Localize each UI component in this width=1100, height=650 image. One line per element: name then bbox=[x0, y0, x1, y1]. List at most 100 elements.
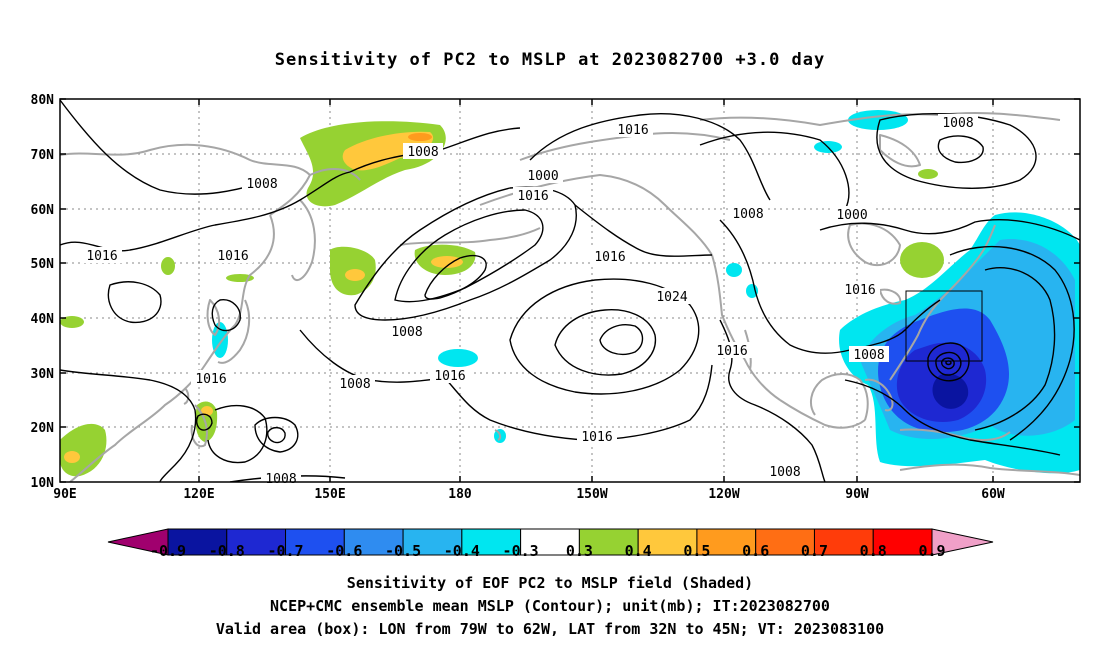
lat-tick-label: 30N bbox=[31, 367, 55, 382]
isobar-arctic-1008 bbox=[699, 131, 850, 211]
contour-label-bg bbox=[213, 247, 253, 263]
colorbar-swatch bbox=[343, 528, 404, 556]
caption-valid-area: Valid area (box): LON from 79W to 62W, L… bbox=[215, 620, 885, 638]
contour-label: 1008 bbox=[769, 465, 800, 480]
colorbar-label: 0.3 bbox=[566, 542, 593, 560]
contour-label-bg bbox=[590, 248, 630, 264]
contour-label: 1016 bbox=[517, 189, 548, 204]
lat-tick-label: 10N bbox=[31, 476, 55, 491]
contour-label: 1016 bbox=[844, 283, 875, 298]
coast-okhotsk bbox=[309, 168, 361, 181]
coast-asia-north bbox=[60, 143, 311, 216]
colorbar-swatch bbox=[226, 528, 287, 556]
negative-sensitivity-shading bbox=[212, 110, 1080, 474]
lon-tick-label: 180 bbox=[448, 487, 472, 502]
positive-patch-china-2 bbox=[60, 316, 84, 328]
colorbar-label: 0.5 bbox=[683, 542, 710, 560]
contour-label-bg bbox=[613, 121, 653, 137]
lat-tick-label: 80N bbox=[31, 93, 55, 108]
caption-shading: Sensitivity of EOF PC2 to MSLP field (Sh… bbox=[346, 574, 754, 592]
lat-tick-label: 50N bbox=[31, 257, 55, 272]
contour-label-bg bbox=[652, 288, 692, 304]
caption-contour: NCEP+CMC ensemble mean MSLP (Contour); u… bbox=[270, 597, 830, 615]
contour-label-bg bbox=[728, 205, 768, 221]
lat-tick-label: 40N bbox=[31, 312, 55, 327]
lat-tick-label: 20N bbox=[31, 421, 55, 436]
contour-label-bg bbox=[82, 247, 122, 263]
lon-tick-label: 150W bbox=[576, 487, 607, 502]
isobar-arctic-1000 bbox=[937, 135, 984, 164]
map-title: Sensitivity of PC2 to MSLP at 2023082700… bbox=[274, 50, 826, 70]
coast-hudson-bay bbox=[847, 222, 901, 267]
contour-label-bg bbox=[523, 167, 563, 183]
lon-tick-label: 120W bbox=[708, 487, 739, 502]
contour-label-bg bbox=[403, 143, 443, 159]
contour-label-bg bbox=[513, 187, 553, 203]
coast-arctic-canada bbox=[699, 111, 1061, 126]
colorbar-arrow-right bbox=[931, 528, 994, 556]
isobar-asia-blob bbox=[107, 281, 162, 324]
colorbar-label: -0.8 bbox=[209, 542, 245, 560]
colorbar-label: 0.9 bbox=[918, 542, 945, 560]
contour-label-bg bbox=[938, 114, 978, 130]
contour-label-bg bbox=[849, 346, 889, 362]
isobar-na-1016 bbox=[719, 219, 851, 354]
isobar-hurricane-mid bbox=[935, 351, 962, 376]
negative-region-dark-blue bbox=[932, 373, 969, 409]
positive-patch-labrador bbox=[900, 242, 944, 278]
coast-us-east bbox=[889, 224, 996, 381]
contour-label: 1016 bbox=[594, 250, 625, 265]
coast-greenland bbox=[879, 134, 921, 168]
positive-patch-north-atlantic bbox=[918, 169, 938, 179]
contour-label: 1016 bbox=[217, 249, 248, 264]
contour-label-bg bbox=[387, 323, 427, 339]
isobar-hurricane-inner bbox=[940, 357, 955, 370]
contour-label: 1008 bbox=[732, 207, 763, 222]
positive-region-bering-yellow bbox=[431, 256, 463, 268]
isobar-pacific-high-1024-outer bbox=[509, 278, 700, 395]
isobar-pacific-high-1016 bbox=[574, 204, 713, 257]
colorbar-label: -0.3 bbox=[503, 542, 539, 560]
lon-tick-labels: 90E 120E 150E 180 150W 120W 90W 60W bbox=[53, 487, 1005, 502]
positive-sensitivity-shading bbox=[60, 121, 944, 477]
contour-label: 1000 bbox=[836, 208, 867, 223]
lat-tick-label: 70N bbox=[31, 148, 55, 163]
coastlines bbox=[60, 111, 1080, 482]
lon-tick-label: 90E bbox=[53, 487, 76, 502]
isobar-south-asia-1008 bbox=[60, 369, 197, 482]
contour-labels: 1016 1008 1000 1016 1008 1000 1008 1008 1016 1016… bbox=[82, 114, 978, 487]
contour-label: 1016 bbox=[617, 123, 648, 138]
colorbar-label: 0.6 bbox=[742, 542, 769, 560]
contour-label-bg bbox=[832, 206, 872, 222]
colorbar-label: 0.4 bbox=[625, 542, 652, 560]
contour-label: 1016 bbox=[434, 369, 465, 384]
negative-patch-pacific bbox=[438, 349, 478, 367]
contour-label: 1016 bbox=[195, 372, 226, 387]
isobar-atlantic-1008 bbox=[819, 219, 1080, 241]
colorbar-label: -0.9 bbox=[150, 542, 186, 560]
coast-south-america bbox=[899, 463, 1080, 476]
coast-great-lakes bbox=[879, 288, 902, 305]
isobar-wpac-low bbox=[267, 426, 286, 444]
coast-aleutians bbox=[399, 227, 541, 246]
isobar-pacific-high-1024 bbox=[554, 309, 657, 376]
positive-region-scs-yellow bbox=[64, 451, 80, 463]
colorbar-swatch bbox=[872, 528, 933, 556]
lat-tick-labels: 80N 70N 60N 50N 40N 30N 20N 10N bbox=[31, 93, 55, 491]
contour-label: 1008 bbox=[942, 116, 973, 131]
colorbar-swatch bbox=[285, 528, 345, 556]
contour-label: 1016 bbox=[581, 430, 612, 445]
isobar-siberia-1016 bbox=[60, 99, 271, 195]
valid-area-box bbox=[905, 290, 983, 362]
isobar-wpac-1008 bbox=[207, 404, 268, 464]
colorbar-swatch bbox=[578, 528, 639, 556]
contour-label: 1016 bbox=[716, 344, 747, 359]
colorbar-swatch bbox=[461, 528, 522, 556]
colorbar-label: -0.4 bbox=[444, 542, 480, 560]
isobar-wpac-low-outer bbox=[254, 416, 299, 453]
colorbar-swatch bbox=[402, 528, 463, 556]
colorbar-label: -0.5 bbox=[385, 542, 421, 560]
positive-patch-mongolia bbox=[161, 257, 175, 275]
colorbar-swatch bbox=[813, 528, 874, 556]
